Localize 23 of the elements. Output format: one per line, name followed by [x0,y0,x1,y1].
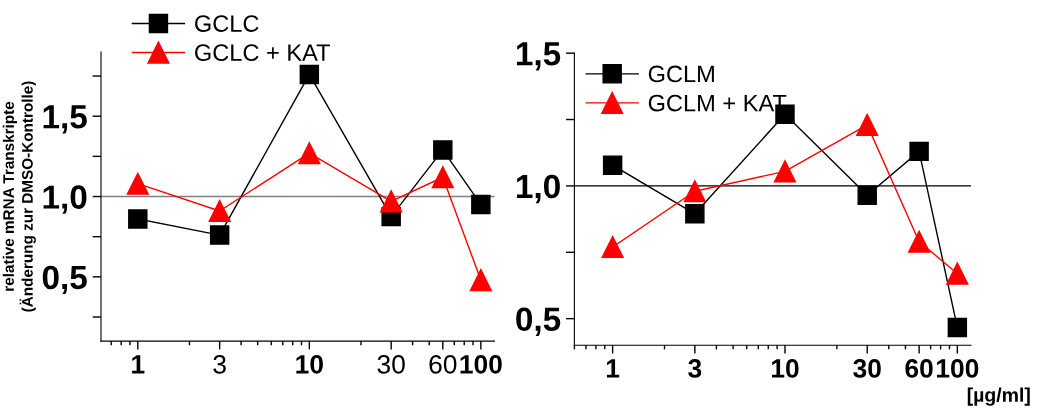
y-tick-label: 1,0 [516,174,560,204]
x-tick-label: 30 [377,355,405,374]
x-tick-label: 30 [853,359,881,378]
x-tick-label: 10 [296,355,323,374]
x-tick-label: 10 [771,359,799,378]
x-tick-label: 60 [429,355,457,374]
x-tick-label: 100 [937,359,979,378]
x-tick-label: 100 [460,355,502,374]
legend-label: GCLC + KAT [195,44,330,62]
x-tick-label: 1 [606,359,620,378]
y-tick-label: 1,5 [43,105,87,134]
y-tick-label: 0,5 [42,265,87,295]
x-tick-label: 3 [213,355,226,374]
y-axis-title: relative mRNA Transkripte (Änderung zur DMSO-Kontrolle) [2,81,36,312]
y-tick-label: 1,0 [43,185,87,214]
x-tick-label: 60 [905,359,933,378]
legend-label: GCLM [648,65,714,83]
x-tick-label: 1 [132,355,145,374]
x-axis-title: [µg/ml] [967,387,1030,406]
y-tick-label: 1,5 [516,42,561,71]
y-tick-label: 0,5 [516,307,561,336]
x-tick-label: 3 [688,359,702,378]
legend-label: GCLC [195,15,259,32]
